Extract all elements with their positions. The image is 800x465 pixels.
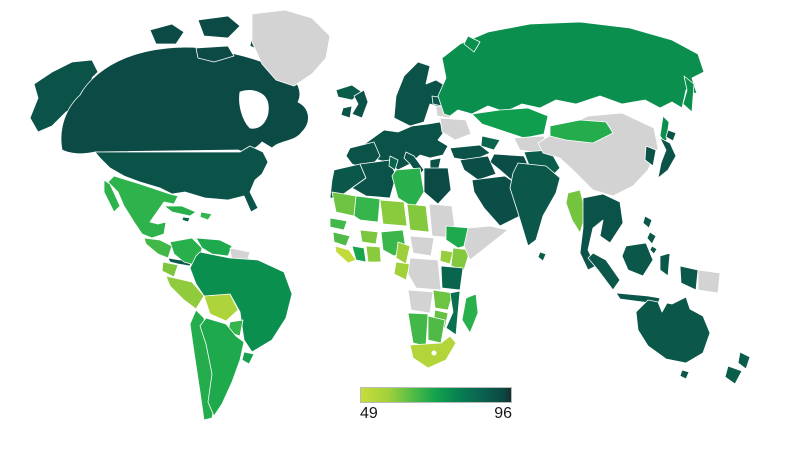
country-russia-kamchatka[interactable]: Russia: 82	[682, 75, 695, 113]
country-burkina-faso[interactable]: Burkina Faso: 62	[359, 229, 379, 245]
country-mali[interactable]: Mali: 72	[353, 195, 381, 223]
legend-gradient-bar	[360, 387, 512, 403]
country-gabon-congo[interactable]: Gabon / Congo: 56	[393, 261, 411, 281]
country-australia[interactable]: Australia: 93	[635, 296, 711, 364]
country-tasmania[interactable]: Tasmania (Australia): 93	[679, 369, 690, 380]
country-cameroon[interactable]: Cameroon: 57	[395, 241, 411, 265]
country-mexico[interactable]: Mexico: 73	[103, 175, 179, 239]
country-borneo[interactable]: Borneo (Indonesia/Malaysia): 93	[621, 242, 654, 277]
country-papua-new-guinea[interactable]: Papua New Guinea	[697, 269, 721, 294]
country-alaska[interactable]: Alaska (United States): 94	[29, 59, 99, 133]
country-sulawesi[interactable]: Sulawesi (Indonesia): 93	[659, 252, 671, 277]
country-kazakhstan[interactable]: Kazakhstan: 79	[471, 107, 549, 139]
country-usa[interactable]: United States: 94	[94, 145, 269, 213]
country-brazil[interactable]: Brazil: 82	[189, 251, 293, 353]
country-indochina[interactable]: Thailand / Indochina: 94	[579, 193, 624, 271]
country-mozambique[interactable]: Mozambique: 88	[445, 290, 461, 336]
country-iraq-levant[interactable]: Iraq / Levant: 95	[459, 155, 497, 181]
country-central-african-republic[interactable]: Central African Rep.	[409, 235, 435, 257]
country-myanmar[interactable]: Myanmar: 63	[565, 189, 587, 234]
country-tunisia[interactable]: Tunisia: 90	[388, 155, 399, 171]
country-somalia[interactable]: Somalia	[463, 225, 509, 261]
country-argentina[interactable]: Argentina: 76	[199, 317, 245, 417]
country-cuba[interactable]: Cuba: 74	[163, 205, 197, 217]
hudson-bay	[239, 90, 269, 129]
country-ukraine[interactable]: Ukraine	[439, 117, 472, 141]
country-jamaica[interactable]: Jamaica: 90	[181, 216, 191, 223]
legend-max-label: 96	[494, 405, 512, 422]
country-zambia[interactable]: Zambia: 64	[432, 289, 454, 311]
country-dr-congo[interactable]: DR Congo	[407, 257, 442, 291]
country-russia[interactable]: Russia: 82	[437, 21, 705, 117]
country-angola[interactable]: Angola	[407, 289, 434, 314]
country-senegal[interactable]: Senegal: 70	[329, 217, 348, 231]
country-kenya[interactable]: Kenya: 61	[450, 247, 471, 271]
country-sumatra[interactable]: Sumatra (Indonesia): 93	[587, 252, 621, 291]
color-scale-legend: 49 96	[360, 387, 512, 423]
country-caucasus[interactable]: Caucasus: 90	[480, 135, 501, 151]
country-west-new-guinea[interactable]: West New Guinea (Indonesia): 93	[679, 265, 699, 291]
country-uruguay[interactable]: Uruguay: 78	[241, 351, 255, 365]
country-tanzania[interactable]: Tanzania: 90	[440, 265, 464, 291]
country-scandinavia[interactable]: Scandinavia / Finland: 94	[393, 61, 447, 127]
country-ghana-togo-benin[interactable]: Ghana / Togo / Benin: 60	[365, 245, 382, 263]
country-peru[interactable]: Peru: 59	[165, 275, 205, 310]
country-hispaniola[interactable]: Hispaniola: 72	[199, 211, 213, 221]
country-madagascar[interactable]: Madagascar: 74	[461, 293, 479, 334]
country-japan[interactable]: Japan: 94	[657, 129, 677, 179]
country-sierra-leone-liberia[interactable]: Sierra Leone / Liberia: 50	[334, 245, 357, 264]
country-ecuador[interactable]: Ecuador: 62	[161, 261, 179, 278]
country-egypt[interactable]: Egypt: 96	[423, 167, 452, 205]
country-canada-arctic-islands[interactable]: Canada: 96	[149, 15, 269, 63]
country-venezuela[interactable]: Venezuela: 76	[195, 237, 233, 257]
legend-min-label: 49	[360, 405, 378, 422]
country-new-zealand[interactable]: New Zealand: 92	[724, 351, 751, 385]
country-botswana[interactable]: Botswana: 68	[427, 315, 446, 344]
country-philippines[interactable]: Philippines: 93	[642, 215, 658, 255]
country-ivory-coast[interactable]: Côte d'Ivoire: 77	[351, 245, 367, 263]
country-mauritania[interactable]: Mauritania: 64	[331, 191, 357, 217]
country-chad[interactable]: Chad: 61	[406, 203, 430, 233]
country-guinea[interactable]: Guinea: 68	[332, 231, 351, 247]
country-niger[interactable]: Niger: 60	[379, 199, 408, 227]
country-korea[interactable]: Korea: 94	[644, 145, 657, 167]
country-greenland[interactable]: Greenland	[251, 9, 331, 87]
country-mongolia[interactable]: Mongolia: 75	[549, 119, 614, 144]
country-united-kingdom[interactable]: United Kingdom: 94	[351, 89, 369, 119]
country-ireland[interactable]: Ireland: 94	[340, 105, 353, 119]
country-russia-novaya-zemlya[interactable]: Russia: 82	[463, 35, 481, 53]
country-central-america[interactable]: Central America: 70	[143, 237, 173, 259]
lesotho-hole	[431, 350, 437, 356]
country-sri-lanka[interactable]: Sri Lanka: 92	[537, 251, 547, 262]
country-uganda[interactable]: Uganda: 58	[439, 249, 454, 265]
country-india[interactable]: India: 93	[509, 162, 561, 247]
country-namibia[interactable]: Namibia: 70	[407, 312, 429, 347]
